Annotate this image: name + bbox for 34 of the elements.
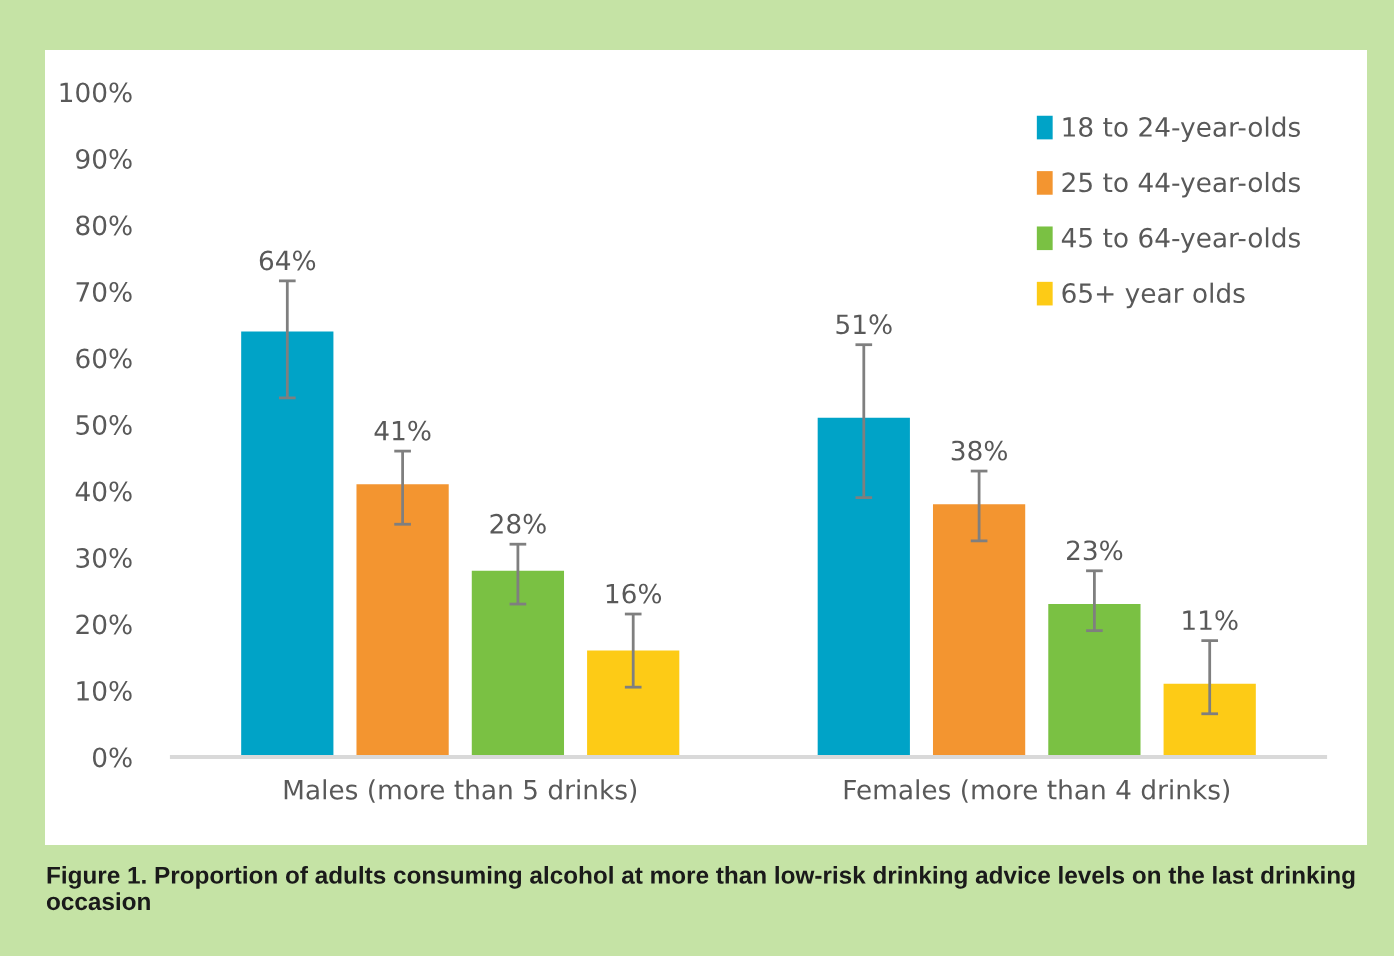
y-tick-label: 90% xyxy=(76,148,132,169)
caption: Figure 1. Proportion of adults consuming alcohol at more than low-risk drinking advice levels on the last drinking occasion xyxy=(46,866,1355,911)
y-tick-label: 10% xyxy=(77,680,132,701)
bar xyxy=(1048,604,1141,757)
y-tick-label: 0% xyxy=(92,747,132,768)
y-tick-label: 40% xyxy=(75,481,132,502)
bar xyxy=(587,650,680,757)
y-tick-label: 30% xyxy=(76,547,132,568)
bar xyxy=(932,504,1026,757)
data-label: 11% xyxy=(1183,610,1238,631)
y-tick-label: 50% xyxy=(76,414,132,435)
bar xyxy=(356,484,449,757)
data-label: 16% xyxy=(606,583,662,604)
bar xyxy=(471,570,565,757)
bar xyxy=(241,331,334,757)
legend-label: 25 to 44-year-olds xyxy=(1062,171,1300,198)
data-label: 64% xyxy=(259,250,316,271)
bar xyxy=(817,417,910,757)
y-tick-label: 100% xyxy=(60,82,132,103)
bar xyxy=(1163,683,1256,757)
y-tick-label: 70% xyxy=(76,281,132,302)
data-label: 51% xyxy=(836,314,892,335)
x-tick-label: Females (more than 4 drinks) xyxy=(844,779,1230,803)
y-tick-label: 80% xyxy=(76,215,132,236)
legend-label: 65+ year olds xyxy=(1062,282,1245,309)
data-label: 38% xyxy=(951,440,1007,461)
legend-label: 45 to 64-year-olds xyxy=(1061,227,1300,253)
legend-label: 18 to 24-year-olds xyxy=(1063,116,1300,143)
y-tick-label: 60% xyxy=(76,348,132,369)
data-label: 28% xyxy=(490,513,546,534)
data-label: 41% xyxy=(374,420,431,441)
x-tick-label: Males (more than 5 drinks) xyxy=(284,779,637,803)
y-tick-label: 20% xyxy=(76,614,132,635)
data-label: 23% xyxy=(1067,540,1123,561)
